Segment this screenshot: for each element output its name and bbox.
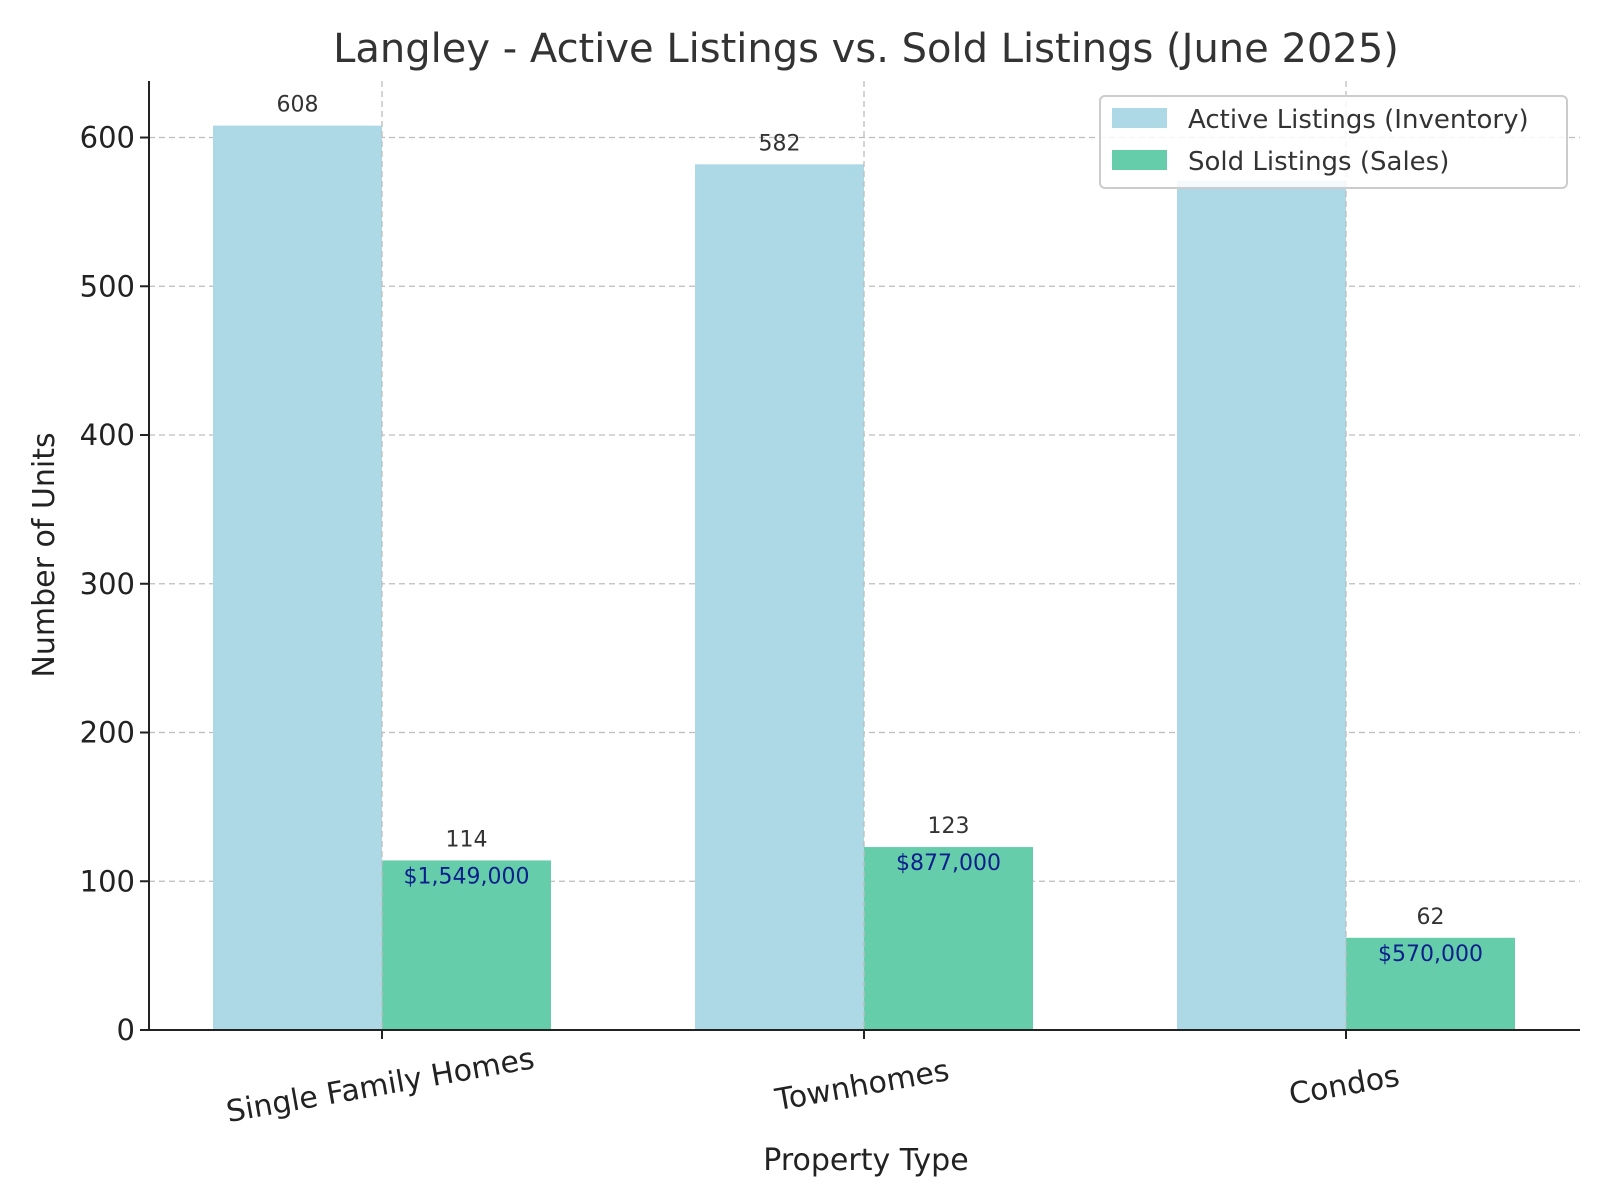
legend-swatch-sold [1112, 150, 1167, 170]
y-tick-label: 300 [80, 567, 135, 601]
bars-layer [213, 81, 1515, 1031]
bar-sold-2 [864, 847, 1033, 1030]
value-label-sold-1: 114 [446, 827, 488, 852]
x-tick-label: Single Family Homes [224, 1041, 537, 1130]
y-axis-title: Number of Units [27, 432, 62, 677]
price-label-1: $1,549,000 [404, 864, 530, 889]
legend-label-active: Active Listings (Inventory) [1188, 105, 1529, 135]
y-tick-label: 200 [80, 716, 135, 750]
bar-sold-1 [382, 860, 551, 1030]
labels-layer: 608 114 $1,549,000 582 123 $877,000 62 $570,000 [277, 93, 1483, 967]
x-tick-label: Townhomes [772, 1053, 952, 1118]
x-tick-label: Condos [1286, 1059, 1402, 1113]
value-label-active-1: 608 [277, 93, 319, 118]
legend-box [1099, 95, 1568, 189]
legend-label-sold: Sold Listings (Sales) [1188, 147, 1449, 177]
value-label-sold-2: 123 [928, 814, 970, 839]
legend-swatch-active [1112, 108, 1167, 128]
bar-sold-3 [1346, 937, 1515, 1030]
y-tick-label: 0 [117, 1013, 135, 1047]
value-label-sold-3: 62 [1417, 905, 1445, 930]
value-label-active-2: 582 [759, 131, 801, 156]
y-tick-label: 500 [80, 269, 135, 303]
y-tick-label: 100 [80, 864, 135, 898]
legend: Active Listings (Inventory) Sold Listing… [1099, 95, 1568, 189]
price-label-3: $570,000 [1378, 942, 1483, 967]
bar-active-3 [1177, 180, 1346, 1030]
bar-active-2 [695, 164, 864, 1031]
bar-active-1 [213, 125, 382, 1030]
price-label-2: $877,000 [896, 851, 1001, 876]
y-tick-label: 600 [80, 121, 135, 155]
x-axis-title: Property Type [763, 1143, 968, 1178]
y-tick-label: 400 [80, 418, 135, 452]
chart-title: Langley - Active Listings vs. Sold Listi… [333, 26, 1399, 72]
